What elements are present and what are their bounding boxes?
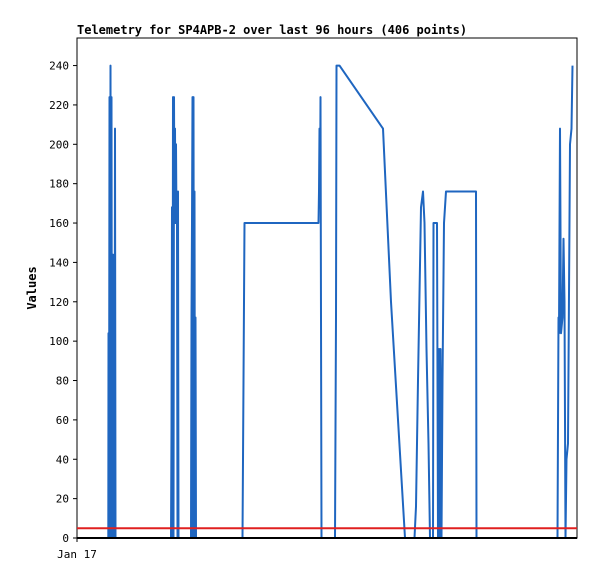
y-tick-label: 180 — [49, 178, 69, 191]
y-tick-label: 220 — [49, 99, 69, 112]
y-tick-label: 100 — [49, 335, 69, 348]
y-tick-label: 140 — [49, 256, 69, 269]
y-tick-label: 60 — [56, 414, 69, 427]
series-layer — [77, 64, 577, 539]
y-axis-ticks: 0 20 40 60 80 100 120 140 160 180 200 220 240 — [49, 60, 77, 545]
y-tick-label: 80 — [56, 375, 69, 388]
y-tick-label: 120 — [49, 296, 69, 309]
y-tick-label: 240 — [49, 60, 69, 73]
x-tick-label: Jan 17 — [57, 548, 97, 561]
y-axis-label: Values — [25, 266, 39, 309]
y-tick-label: 0 — [62, 532, 69, 545]
y-tick-label: 20 — [56, 493, 69, 506]
y-tick-label: 160 — [49, 217, 69, 230]
y-tick-label: 40 — [56, 453, 69, 466]
chart-title: Telemetry for SP4APB-2 over last 96 hour… — [77, 23, 467, 37]
y-tick-label: 200 — [49, 138, 69, 151]
